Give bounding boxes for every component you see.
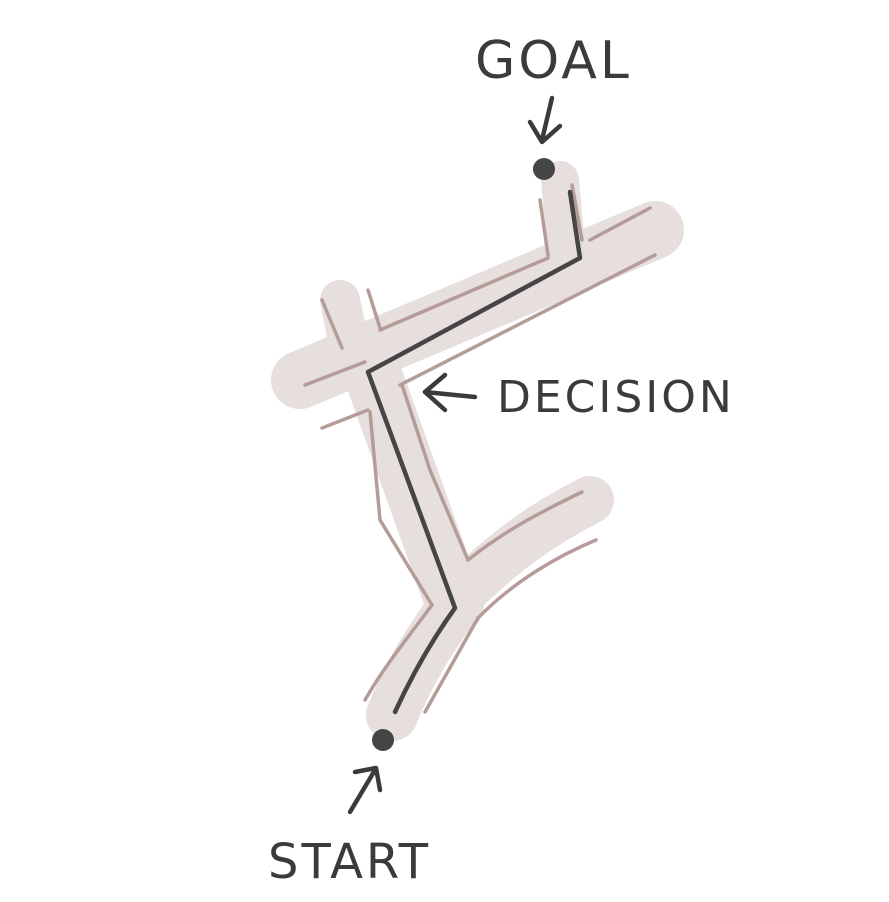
arrow-down-icon xyxy=(527,95,563,145)
road-edge-bottom-right xyxy=(423,616,480,714)
chosen-route xyxy=(365,189,583,715)
arrow-left-icon xyxy=(422,372,478,413)
road-edge-goal-left xyxy=(538,198,550,257)
road-goal-stub xyxy=(541,161,585,269)
road-edge-bottom-left xyxy=(363,603,434,702)
road-edge-goal-right xyxy=(570,183,584,242)
road-edges xyxy=(303,183,657,714)
road-edge-left-stub-a xyxy=(320,298,344,350)
road-network xyxy=(271,161,684,741)
road-lower-branch xyxy=(431,476,614,624)
road-edge-far-left xyxy=(320,408,370,430)
decision-label: DECISION xyxy=(497,372,735,423)
road-edge-branch-bottom xyxy=(476,538,598,620)
road-edge-left-stub-b xyxy=(366,288,382,330)
goal-dot-icon xyxy=(533,158,555,180)
arrow-up-icon xyxy=(347,765,383,815)
road-edge-branch-top xyxy=(466,490,584,562)
road-edge-upper-top xyxy=(378,206,652,332)
road-edge-middle-left xyxy=(368,410,434,607)
road-edge-middle-right xyxy=(400,383,470,562)
road-edge-upper-bottom xyxy=(303,253,657,387)
start-dot-icon xyxy=(372,729,394,751)
goal-label: GOAL xyxy=(475,31,632,91)
road-left-stub xyxy=(320,280,372,380)
start-label: START xyxy=(268,834,431,890)
